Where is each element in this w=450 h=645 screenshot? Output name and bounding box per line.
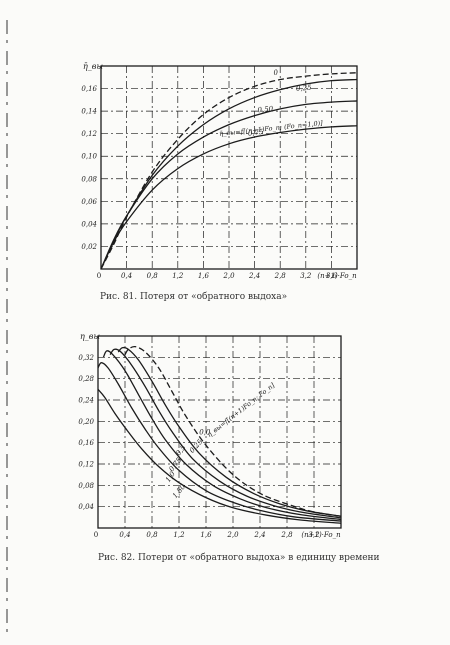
series-curve bbox=[100, 100, 358, 270]
x-tick-label: 1,2 bbox=[173, 531, 185, 539]
origin-label: 0 bbox=[97, 272, 101, 280]
x-tick-label: 0,8 bbox=[146, 531, 158, 539]
x-axis-title: (n+1)·Fo_п bbox=[301, 531, 341, 539]
series-curve bbox=[97, 362, 342, 522]
x-tick-label: 2,8 bbox=[280, 531, 293, 539]
y-tick-label: 0,24 bbox=[78, 397, 94, 405]
series-label: 0,0 bbox=[199, 429, 211, 437]
x-tick-label: 2,4 bbox=[248, 272, 260, 280]
series-label: 0,25 bbox=[296, 84, 313, 93]
series-label: 0,50 bbox=[257, 105, 274, 114]
series-curve bbox=[100, 125, 358, 270]
y-tick-label: 0,16 bbox=[78, 439, 94, 447]
chart-losses-reverse-exhale: 0,4 0,8 1,2 1,6 2,0 2,4 2,8 3,2 3,6 0,02 0,04 0,06 0… bbox=[81, 62, 358, 280]
y-tick-label: 0,08 bbox=[78, 482, 94, 490]
y-tick-label: 0,28 bbox=[78, 375, 94, 383]
y-tick-label: 0,14 bbox=[81, 108, 97, 116]
chart-losses-per-unit-time: 0,4 0,8 1,2 1,6 2,0 2,4 2,8 3,2 0,04 0,08 0,12 0,16… bbox=[78, 332, 342, 539]
chart1-caption: Рис. 81. Потеря от «обратного выдоха» bbox=[100, 291, 287, 302]
y-axis-title: η_вы bbox=[80, 332, 100, 341]
y-tick-label: 0,32 bbox=[78, 354, 94, 362]
chart2-caption: Рис. 82. Потери от «обратного выдоха» в … bbox=[98, 552, 380, 563]
plot-frame bbox=[97, 335, 342, 529]
y-tick-label: 0,04 bbox=[81, 220, 97, 228]
series-curve bbox=[117, 346, 342, 517]
y-tick-label: 0,16 bbox=[81, 85, 97, 93]
y-tick-label: 0,10 bbox=[81, 153, 97, 161]
y-tick-label: 0,20 bbox=[78, 418, 94, 426]
x-tick-label: 3,2 bbox=[308, 531, 320, 539]
x-tick-label: 3,2 bbox=[300, 272, 312, 280]
series-curve bbox=[102, 350, 342, 521]
chart2-formula-annotation: η_вы=f[(n+1)Fo_п; Fo_п] bbox=[206, 381, 277, 439]
x-tick-label: 2,0 bbox=[222, 272, 235, 280]
y-axis-title: η̄_вы bbox=[83, 62, 103, 71]
x-tick-label: 0,4 bbox=[119, 531, 130, 539]
y-tick-label: 0,12 bbox=[81, 130, 97, 138]
series-label: 0,75 bbox=[247, 128, 264, 138]
x-tick-label: 1,6 bbox=[198, 272, 210, 280]
x-tick-label: 1,2 bbox=[172, 272, 184, 280]
x-tick-label: 2,4 bbox=[253, 531, 265, 539]
y-tick-label: 0,02 bbox=[81, 243, 97, 251]
y-tick-label: 0,06 bbox=[81, 198, 97, 206]
x-tick-label: 3,6 bbox=[326, 272, 338, 280]
series-curve bbox=[97, 388, 342, 524]
series-curve bbox=[100, 72, 358, 270]
x-tick-label: 0,4 bbox=[121, 272, 132, 280]
x-axis-title: (n+1)·Fo_п bbox=[317, 272, 357, 280]
x-tick-label: 0,8 bbox=[147, 272, 159, 280]
x-tick-label: 1,6 bbox=[200, 531, 212, 539]
y-tick-label: 0,12 bbox=[78, 461, 94, 469]
series-label: 0,5 bbox=[174, 443, 188, 457]
y-tick-label: 0,04 bbox=[78, 503, 94, 511]
series-label: 0 bbox=[273, 69, 279, 77]
x-tick-label: 2,0 bbox=[226, 531, 239, 539]
series-curve bbox=[109, 348, 342, 519]
series-curve bbox=[124, 345, 342, 517]
y-tick-label: 0,08 bbox=[81, 175, 97, 183]
x-tick-label: 2,8 bbox=[274, 272, 287, 280]
origin-label: 0 bbox=[94, 531, 98, 539]
